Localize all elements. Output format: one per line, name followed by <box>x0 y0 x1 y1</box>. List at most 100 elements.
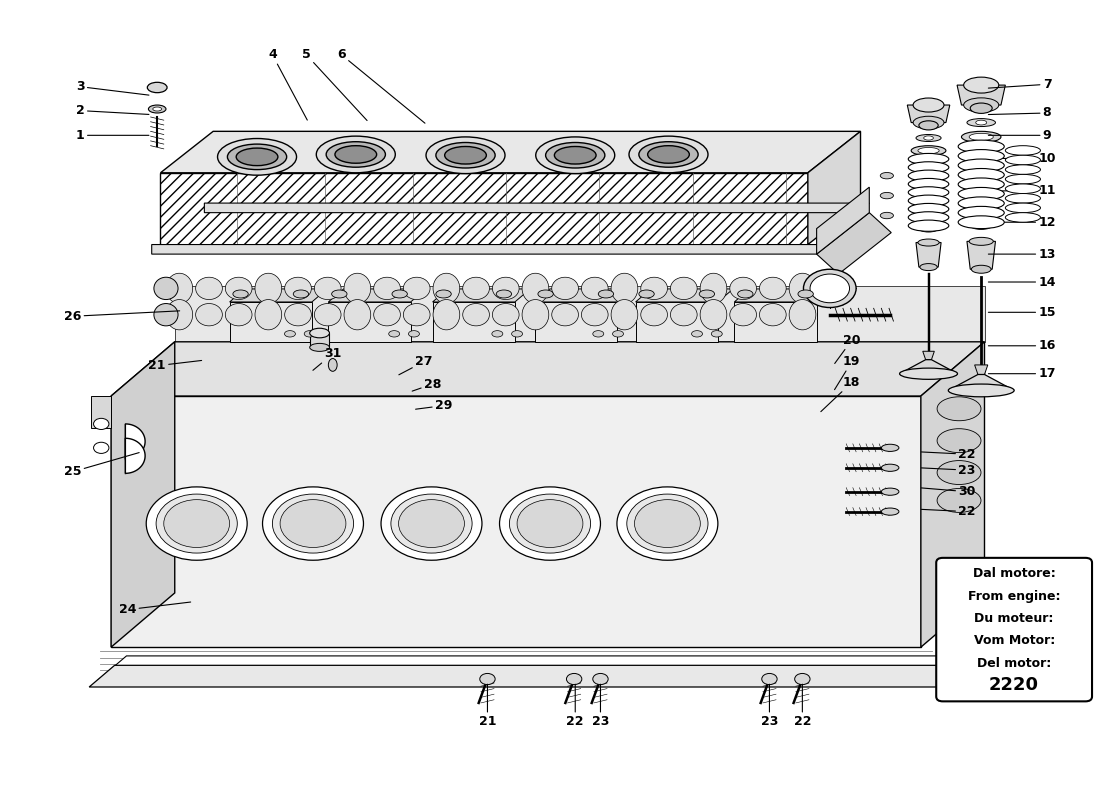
Text: 1: 1 <box>76 129 148 142</box>
Ellipse shape <box>958 206 1004 219</box>
FancyBboxPatch shape <box>936 558 1092 702</box>
Ellipse shape <box>909 203 949 214</box>
Text: eurospares: eurospares <box>265 214 396 234</box>
Text: 23: 23 <box>922 464 976 477</box>
Polygon shape <box>807 131 860 245</box>
Text: 22: 22 <box>922 505 976 518</box>
Ellipse shape <box>881 444 899 451</box>
Text: 14: 14 <box>989 275 1056 289</box>
Ellipse shape <box>334 146 376 163</box>
Ellipse shape <box>226 278 252 299</box>
Ellipse shape <box>1005 155 1041 165</box>
Ellipse shape <box>639 142 698 167</box>
Ellipse shape <box>496 290 512 298</box>
Ellipse shape <box>762 674 777 685</box>
Text: 11: 11 <box>989 184 1056 197</box>
Ellipse shape <box>937 397 981 421</box>
Ellipse shape <box>639 290 654 298</box>
Ellipse shape <box>729 278 757 299</box>
Ellipse shape <box>789 299 816 330</box>
Ellipse shape <box>964 77 999 93</box>
Ellipse shape <box>381 487 482 560</box>
Ellipse shape <box>920 263 937 270</box>
Ellipse shape <box>593 674 608 685</box>
Text: eurospares: eurospares <box>616 214 748 234</box>
Ellipse shape <box>538 290 553 298</box>
Ellipse shape <box>964 98 999 112</box>
Ellipse shape <box>554 146 596 164</box>
Ellipse shape <box>881 508 899 515</box>
Text: From engine:: From engine: <box>968 590 1060 602</box>
Ellipse shape <box>909 195 949 206</box>
Text: 7: 7 <box>989 78 1052 90</box>
Ellipse shape <box>94 442 109 454</box>
Ellipse shape <box>803 270 856 307</box>
Ellipse shape <box>810 274 849 302</box>
Text: 18: 18 <box>821 376 860 412</box>
Ellipse shape <box>881 464 899 471</box>
Text: 10: 10 <box>989 152 1056 165</box>
Ellipse shape <box>917 239 939 246</box>
Ellipse shape <box>536 137 615 174</box>
Ellipse shape <box>517 500 583 547</box>
Ellipse shape <box>881 488 899 495</box>
Ellipse shape <box>522 299 549 330</box>
Ellipse shape <box>218 138 297 175</box>
Ellipse shape <box>880 193 893 198</box>
Ellipse shape <box>390 494 472 553</box>
Text: 26: 26 <box>64 310 179 322</box>
Ellipse shape <box>598 290 614 298</box>
Ellipse shape <box>612 274 638 303</box>
Ellipse shape <box>310 343 330 351</box>
Ellipse shape <box>918 121 938 130</box>
Polygon shape <box>230 302 312 342</box>
Ellipse shape <box>315 278 341 299</box>
Ellipse shape <box>641 303 668 326</box>
Ellipse shape <box>388 330 399 337</box>
Text: 25: 25 <box>64 453 140 478</box>
Ellipse shape <box>499 487 601 560</box>
Ellipse shape <box>374 303 400 326</box>
Ellipse shape <box>153 107 162 111</box>
Text: Vom Motor:: Vom Motor: <box>974 634 1055 647</box>
Polygon shape <box>230 289 327 302</box>
Polygon shape <box>89 666 968 687</box>
Polygon shape <box>329 302 410 342</box>
Ellipse shape <box>164 500 230 547</box>
Ellipse shape <box>909 162 949 173</box>
Ellipse shape <box>552 278 579 299</box>
Ellipse shape <box>909 212 949 223</box>
Ellipse shape <box>294 290 309 298</box>
Ellipse shape <box>970 103 992 114</box>
Ellipse shape <box>617 487 718 560</box>
Ellipse shape <box>918 225 938 232</box>
Ellipse shape <box>255 299 282 330</box>
Polygon shape <box>816 187 869 254</box>
Ellipse shape <box>913 116 944 129</box>
Ellipse shape <box>493 303 519 326</box>
Text: eurospares: eurospares <box>265 470 396 490</box>
Ellipse shape <box>552 303 579 326</box>
Ellipse shape <box>909 178 949 190</box>
Ellipse shape <box>629 136 708 173</box>
Text: eurospares: eurospares <box>616 470 748 490</box>
Ellipse shape <box>329 358 337 371</box>
Ellipse shape <box>305 330 316 337</box>
Ellipse shape <box>759 303 786 326</box>
Ellipse shape <box>700 290 715 298</box>
Ellipse shape <box>937 461 981 485</box>
Polygon shape <box>432 302 515 342</box>
Ellipse shape <box>433 299 460 330</box>
Ellipse shape <box>948 384 1014 397</box>
Ellipse shape <box>1005 213 1041 222</box>
Polygon shape <box>735 289 832 302</box>
Ellipse shape <box>398 500 464 547</box>
Text: 8: 8 <box>989 106 1052 119</box>
Polygon shape <box>636 302 718 342</box>
Ellipse shape <box>909 220 949 231</box>
Ellipse shape <box>958 216 1004 229</box>
Text: 15: 15 <box>989 306 1056 319</box>
Ellipse shape <box>344 299 371 330</box>
Ellipse shape <box>263 487 363 560</box>
Ellipse shape <box>958 197 1004 210</box>
